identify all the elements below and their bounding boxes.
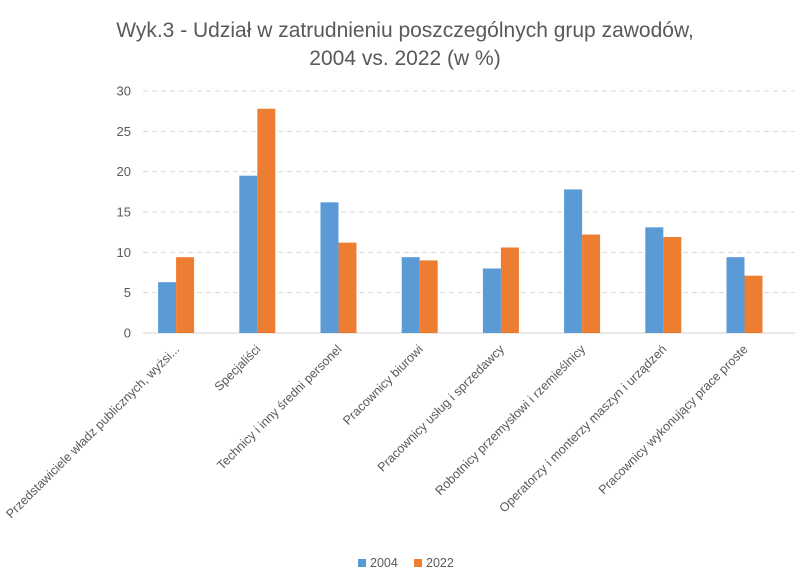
x-tick-label: Pracownicy wykonujący prace proste xyxy=(596,342,751,497)
y-tick-label: 30 xyxy=(117,84,131,99)
bar-2004-2 xyxy=(320,202,339,333)
x-tick-label: Pracownicy usług i sprzedawcy xyxy=(375,342,508,475)
bar-2022-4 xyxy=(500,247,519,333)
x-tick-label: Specjaliści xyxy=(212,342,264,394)
bar-2022-6 xyxy=(663,237,682,333)
x-tick-label: Operatorzy i monterzy maszyn i urządzeń xyxy=(496,342,669,515)
bar-2022-7 xyxy=(744,275,763,333)
legend-label: 2004 xyxy=(370,556,398,570)
y-tick-label: 0 xyxy=(124,326,131,341)
bar-2004-4 xyxy=(482,268,501,333)
y-tick-label: 10 xyxy=(117,245,131,260)
bar-2004-3 xyxy=(401,257,420,333)
bar-2022-5 xyxy=(582,234,601,333)
legend-swatch-2004 xyxy=(358,559,366,567)
bar-2004-5 xyxy=(564,189,583,333)
chart-title-line-1: Wyk.3 - Udział w zatrudnieniu poszczegól… xyxy=(116,19,694,42)
x-tick-label: Robotnicy przemysłowi i rzemieślnicy xyxy=(432,342,588,498)
x-tick-label: Pracownicy biurowi xyxy=(340,342,426,428)
y-tick-label: 20 xyxy=(117,164,131,179)
y-tick-label: 25 xyxy=(117,124,131,139)
bar-2022-3 xyxy=(419,260,438,333)
legend-label: 2022 xyxy=(426,556,454,570)
y-tick-label: 15 xyxy=(117,205,131,220)
bar-2004-0 xyxy=(158,282,177,333)
bar-2004-6 xyxy=(645,227,664,333)
bar-2022-0 xyxy=(176,257,195,333)
bar-2022-2 xyxy=(338,242,357,333)
bar-2004-1 xyxy=(239,175,258,333)
x-tick-label: Przedstawiciele władz publicznych, wyżsi… xyxy=(3,342,182,521)
y-tick-label: 5 xyxy=(124,285,131,300)
legend-swatch-2022 xyxy=(414,559,422,567)
bar-2022-1 xyxy=(257,108,276,333)
chart-title-line-2: 2004 vs. 2022 (w %) xyxy=(309,47,500,70)
bar-2004-7 xyxy=(726,257,745,333)
